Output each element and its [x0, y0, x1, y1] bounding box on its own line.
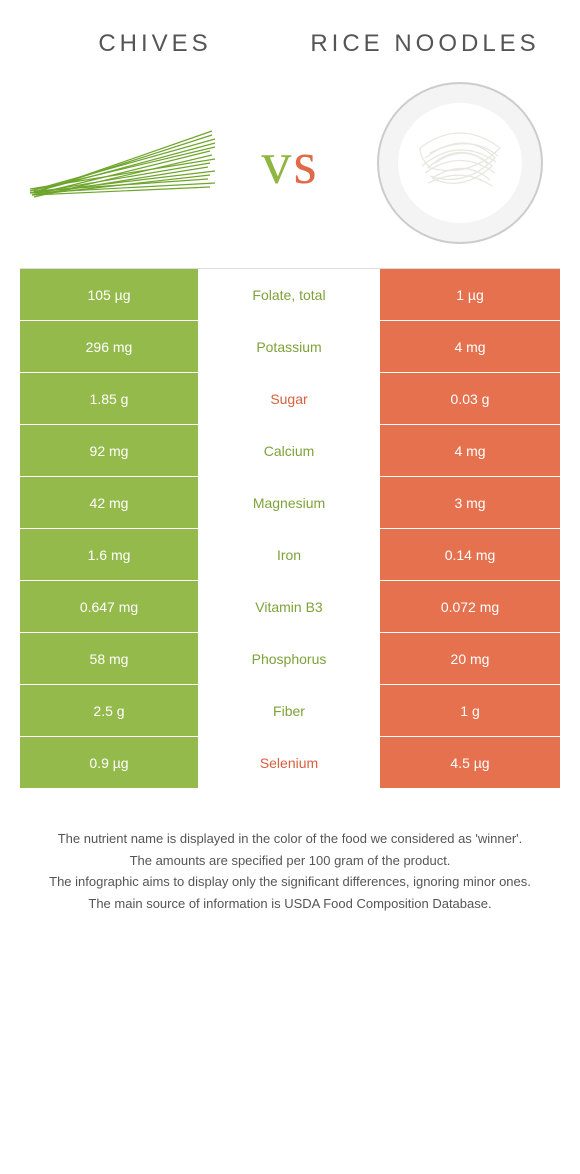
nutrient-name: Potassium: [200, 321, 380, 372]
noodles-image: [360, 78, 560, 248]
noodles-icon: [370, 78, 550, 248]
table-row: 0.9 µgSelenium4.5 µg: [20, 737, 560, 789]
left-value: 92 mg: [20, 425, 200, 476]
nutrient-name: Iron: [200, 529, 380, 580]
right-value: 4 mg: [380, 321, 560, 372]
nutrient-name: Calcium: [200, 425, 380, 476]
chives-icon: [20, 103, 220, 223]
left-value: 1.85 g: [20, 373, 200, 424]
right-value: 3 mg: [380, 477, 560, 528]
left-value: 1.6 mg: [20, 529, 200, 580]
nutrient-name: Selenium: [200, 737, 380, 788]
comparison-table: 105 µgFolate, total1 µg296 mgPotassium4 …: [20, 268, 560, 789]
right-value: 0.14 mg: [380, 529, 560, 580]
footnote-line: The main source of information is USDA F…: [30, 894, 550, 914]
left-value: 58 mg: [20, 633, 200, 684]
right-value: 1 µg: [380, 269, 560, 320]
nutrient-name: Folate, total: [200, 269, 380, 320]
right-value: 4.5 µg: [380, 737, 560, 788]
right-food-title: RICE NOODLES: [290, 30, 560, 58]
left-value: 2.5 g: [20, 685, 200, 736]
right-value: 20 mg: [380, 633, 560, 684]
nutrient-name: Sugar: [200, 373, 380, 424]
table-row: 92 mgCalcium4 mg: [20, 425, 560, 477]
right-value: 0.03 g: [380, 373, 560, 424]
table-row: 105 µgFolate, total1 µg: [20, 269, 560, 321]
right-value: 4 mg: [380, 425, 560, 476]
vs-label: vs: [261, 129, 318, 198]
table-row: 296 mgPotassium4 mg: [20, 321, 560, 373]
nutrient-name: Vitamin B3: [200, 581, 380, 632]
left-value: 105 µg: [20, 269, 200, 320]
images-row: vs: [0, 68, 580, 268]
table-row: 1.85 gSugar0.03 g: [20, 373, 560, 425]
footnote-line: The nutrient name is displayed in the co…: [30, 829, 550, 849]
table-row: 58 mgPhosphorus20 mg: [20, 633, 560, 685]
footnotes: The nutrient name is displayed in the co…: [0, 789, 580, 935]
nutrient-name: Magnesium: [200, 477, 380, 528]
nutrient-name: Fiber: [200, 685, 380, 736]
table-row: 42 mgMagnesium3 mg: [20, 477, 560, 529]
nutrient-name: Phosphorus: [200, 633, 380, 684]
left-value: 42 mg: [20, 477, 200, 528]
left-food-title: CHIVES: [20, 30, 290, 58]
table-row: 2.5 gFiber1 g: [20, 685, 560, 737]
footnote-line: The infographic aims to display only the…: [30, 872, 550, 892]
right-value: 1 g: [380, 685, 560, 736]
right-value: 0.072 mg: [380, 581, 560, 632]
left-value: 0.9 µg: [20, 737, 200, 788]
left-value: 296 mg: [20, 321, 200, 372]
left-value: 0.647 mg: [20, 581, 200, 632]
chives-image: [20, 78, 220, 248]
header-row: CHIVES RICE NOODLES: [0, 0, 580, 68]
table-row: 0.647 mgVitamin B30.072 mg: [20, 581, 560, 633]
table-row: 1.6 mgIron0.14 mg: [20, 529, 560, 581]
footnote-line: The amounts are specified per 100 gram o…: [30, 851, 550, 871]
